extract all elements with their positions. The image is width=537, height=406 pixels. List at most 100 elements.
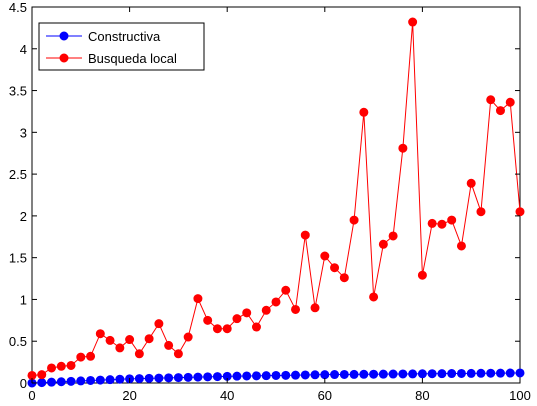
data-point-busqueda-local <box>86 351 96 361</box>
data-point-busqueda-local <box>398 143 408 153</box>
data-point-busqueda-local <box>339 273 349 283</box>
data-point-busqueda-local <box>173 349 183 359</box>
data-point-constructiva <box>281 370 291 380</box>
y-tick-label: 3.5 <box>9 84 27 99</box>
data-point-busqueda-local <box>193 294 203 304</box>
data-point-constructiva <box>105 375 115 385</box>
data-point-busqueda-local <box>427 218 437 228</box>
data-point-busqueda-local <box>47 363 57 373</box>
data-point-constructiva <box>164 373 174 383</box>
data-point-busqueda-local <box>222 324 232 334</box>
data-point-busqueda-local <box>261 305 271 315</box>
data-point-constructiva <box>144 373 154 383</box>
data-point-busqueda-local <box>466 178 476 188</box>
y-tick-label: 1.5 <box>9 251 27 266</box>
data-point-busqueda-local <box>486 95 496 105</box>
data-point-constructiva <box>505 368 515 378</box>
data-point-busqueda-local <box>37 370 47 380</box>
data-point-constructiva <box>261 371 271 381</box>
data-point-constructiva <box>242 371 252 381</box>
data-point-busqueda-local <box>56 361 66 371</box>
data-point-busqueda-local <box>271 297 281 307</box>
data-point-busqueda-local <box>505 97 515 107</box>
data-point-busqueda-local <box>242 308 252 318</box>
data-point-constructiva <box>456 368 466 378</box>
data-point-busqueda-local <box>476 207 486 217</box>
data-point-constructiva <box>388 369 398 379</box>
legend-marker-busqueda-local <box>59 53 69 63</box>
legend-box <box>38 22 205 71</box>
data-point-busqueda-local <box>95 329 105 339</box>
data-point-constructiva <box>173 373 183 383</box>
data-point-busqueda-local <box>115 343 125 353</box>
data-point-constructiva <box>134 374 144 384</box>
data-point-constructiva <box>86 375 96 385</box>
data-point-constructiva <box>417 369 427 379</box>
data-point-busqueda-local <box>330 263 340 273</box>
data-point-busqueda-local <box>105 335 115 345</box>
data-point-busqueda-local <box>281 285 291 295</box>
ticks-layer: 0 20 40 60 80 100 0 0.5 1 1.5 2 2.5 3 3.5 4 4.5 <box>9 0 531 403</box>
data-point-constructiva <box>320 370 330 380</box>
data-point-constructiva <box>437 369 447 379</box>
data-point-busqueda-local <box>232 314 242 324</box>
data-point-constructiva <box>369 369 379 379</box>
data-point-constructiva <box>66 376 76 386</box>
data-point-constructiva <box>339 369 349 379</box>
data-point-constructiva <box>115 374 125 384</box>
data-point-busqueda-local <box>144 334 154 344</box>
data-point-busqueda-local <box>212 324 222 334</box>
data-point-constructiva <box>349 369 359 379</box>
data-point-busqueda-local <box>125 335 135 345</box>
data-point-constructiva <box>466 368 476 378</box>
data-point-constructiva <box>232 371 242 381</box>
legend-label-busqueda-local: Busqueda local <box>88 51 177 66</box>
data-point-busqueda-local <box>456 241 466 251</box>
x-tick-label: 20 <box>122 388 136 403</box>
data-point-busqueda-local <box>320 251 330 261</box>
y-tick-label: 3 <box>20 125 27 140</box>
legend-label-constructiva: Constructiva <box>88 29 161 44</box>
x-tick-label: 40 <box>220 388 234 403</box>
data-point-constructiva <box>95 375 105 385</box>
x-tick-label: 100 <box>509 388 531 403</box>
data-point-constructiva <box>515 368 525 378</box>
data-point-constructiva <box>56 377 66 387</box>
data-point-constructiva <box>300 370 310 380</box>
data-point-constructiva <box>476 368 486 378</box>
legend: Constructiva Busqueda local <box>38 22 205 71</box>
data-point-constructiva <box>212 372 222 382</box>
x-tick-label: 60 <box>318 388 332 403</box>
y-tick-label: 4.5 <box>9 0 27 15</box>
data-point-constructiva <box>486 368 496 378</box>
data-point-busqueda-local <box>359 107 369 117</box>
data-point-busqueda-local <box>495 106 505 116</box>
data-point-busqueda-local <box>203 315 213 325</box>
y-tick-label: 0.5 <box>9 334 27 349</box>
data-point-constructiva <box>495 368 505 378</box>
data-point-busqueda-local <box>183 332 193 342</box>
x-tick-label: 0 <box>28 388 35 403</box>
data-point-constructiva <box>447 369 457 379</box>
x-tick-label: 80 <box>415 388 429 403</box>
data-point-constructiva <box>359 369 369 379</box>
y-tick-label: 2.5 <box>9 167 27 182</box>
data-point-busqueda-local <box>417 270 427 280</box>
y-tick-label: 0 <box>20 376 27 391</box>
data-point-busqueda-local <box>154 319 164 329</box>
data-point-busqueda-local <box>369 292 379 302</box>
data-point-constructiva <box>37 378 47 388</box>
data-point-busqueda-local <box>408 17 418 27</box>
data-point-busqueda-local <box>310 303 320 313</box>
data-point-constructiva <box>310 370 320 380</box>
data-point-constructiva <box>47 377 57 387</box>
data-point-constructiva <box>378 369 388 379</box>
data-point-constructiva <box>408 369 418 379</box>
data-point-constructiva <box>330 370 340 380</box>
data-point-busqueda-local <box>134 349 144 359</box>
data-point-constructiva <box>154 373 164 383</box>
data-point-constructiva <box>291 370 301 380</box>
data-point-constructiva <box>398 369 408 379</box>
y-tick-label: 4 <box>20 42 27 57</box>
data-point-constructiva <box>251 371 261 381</box>
